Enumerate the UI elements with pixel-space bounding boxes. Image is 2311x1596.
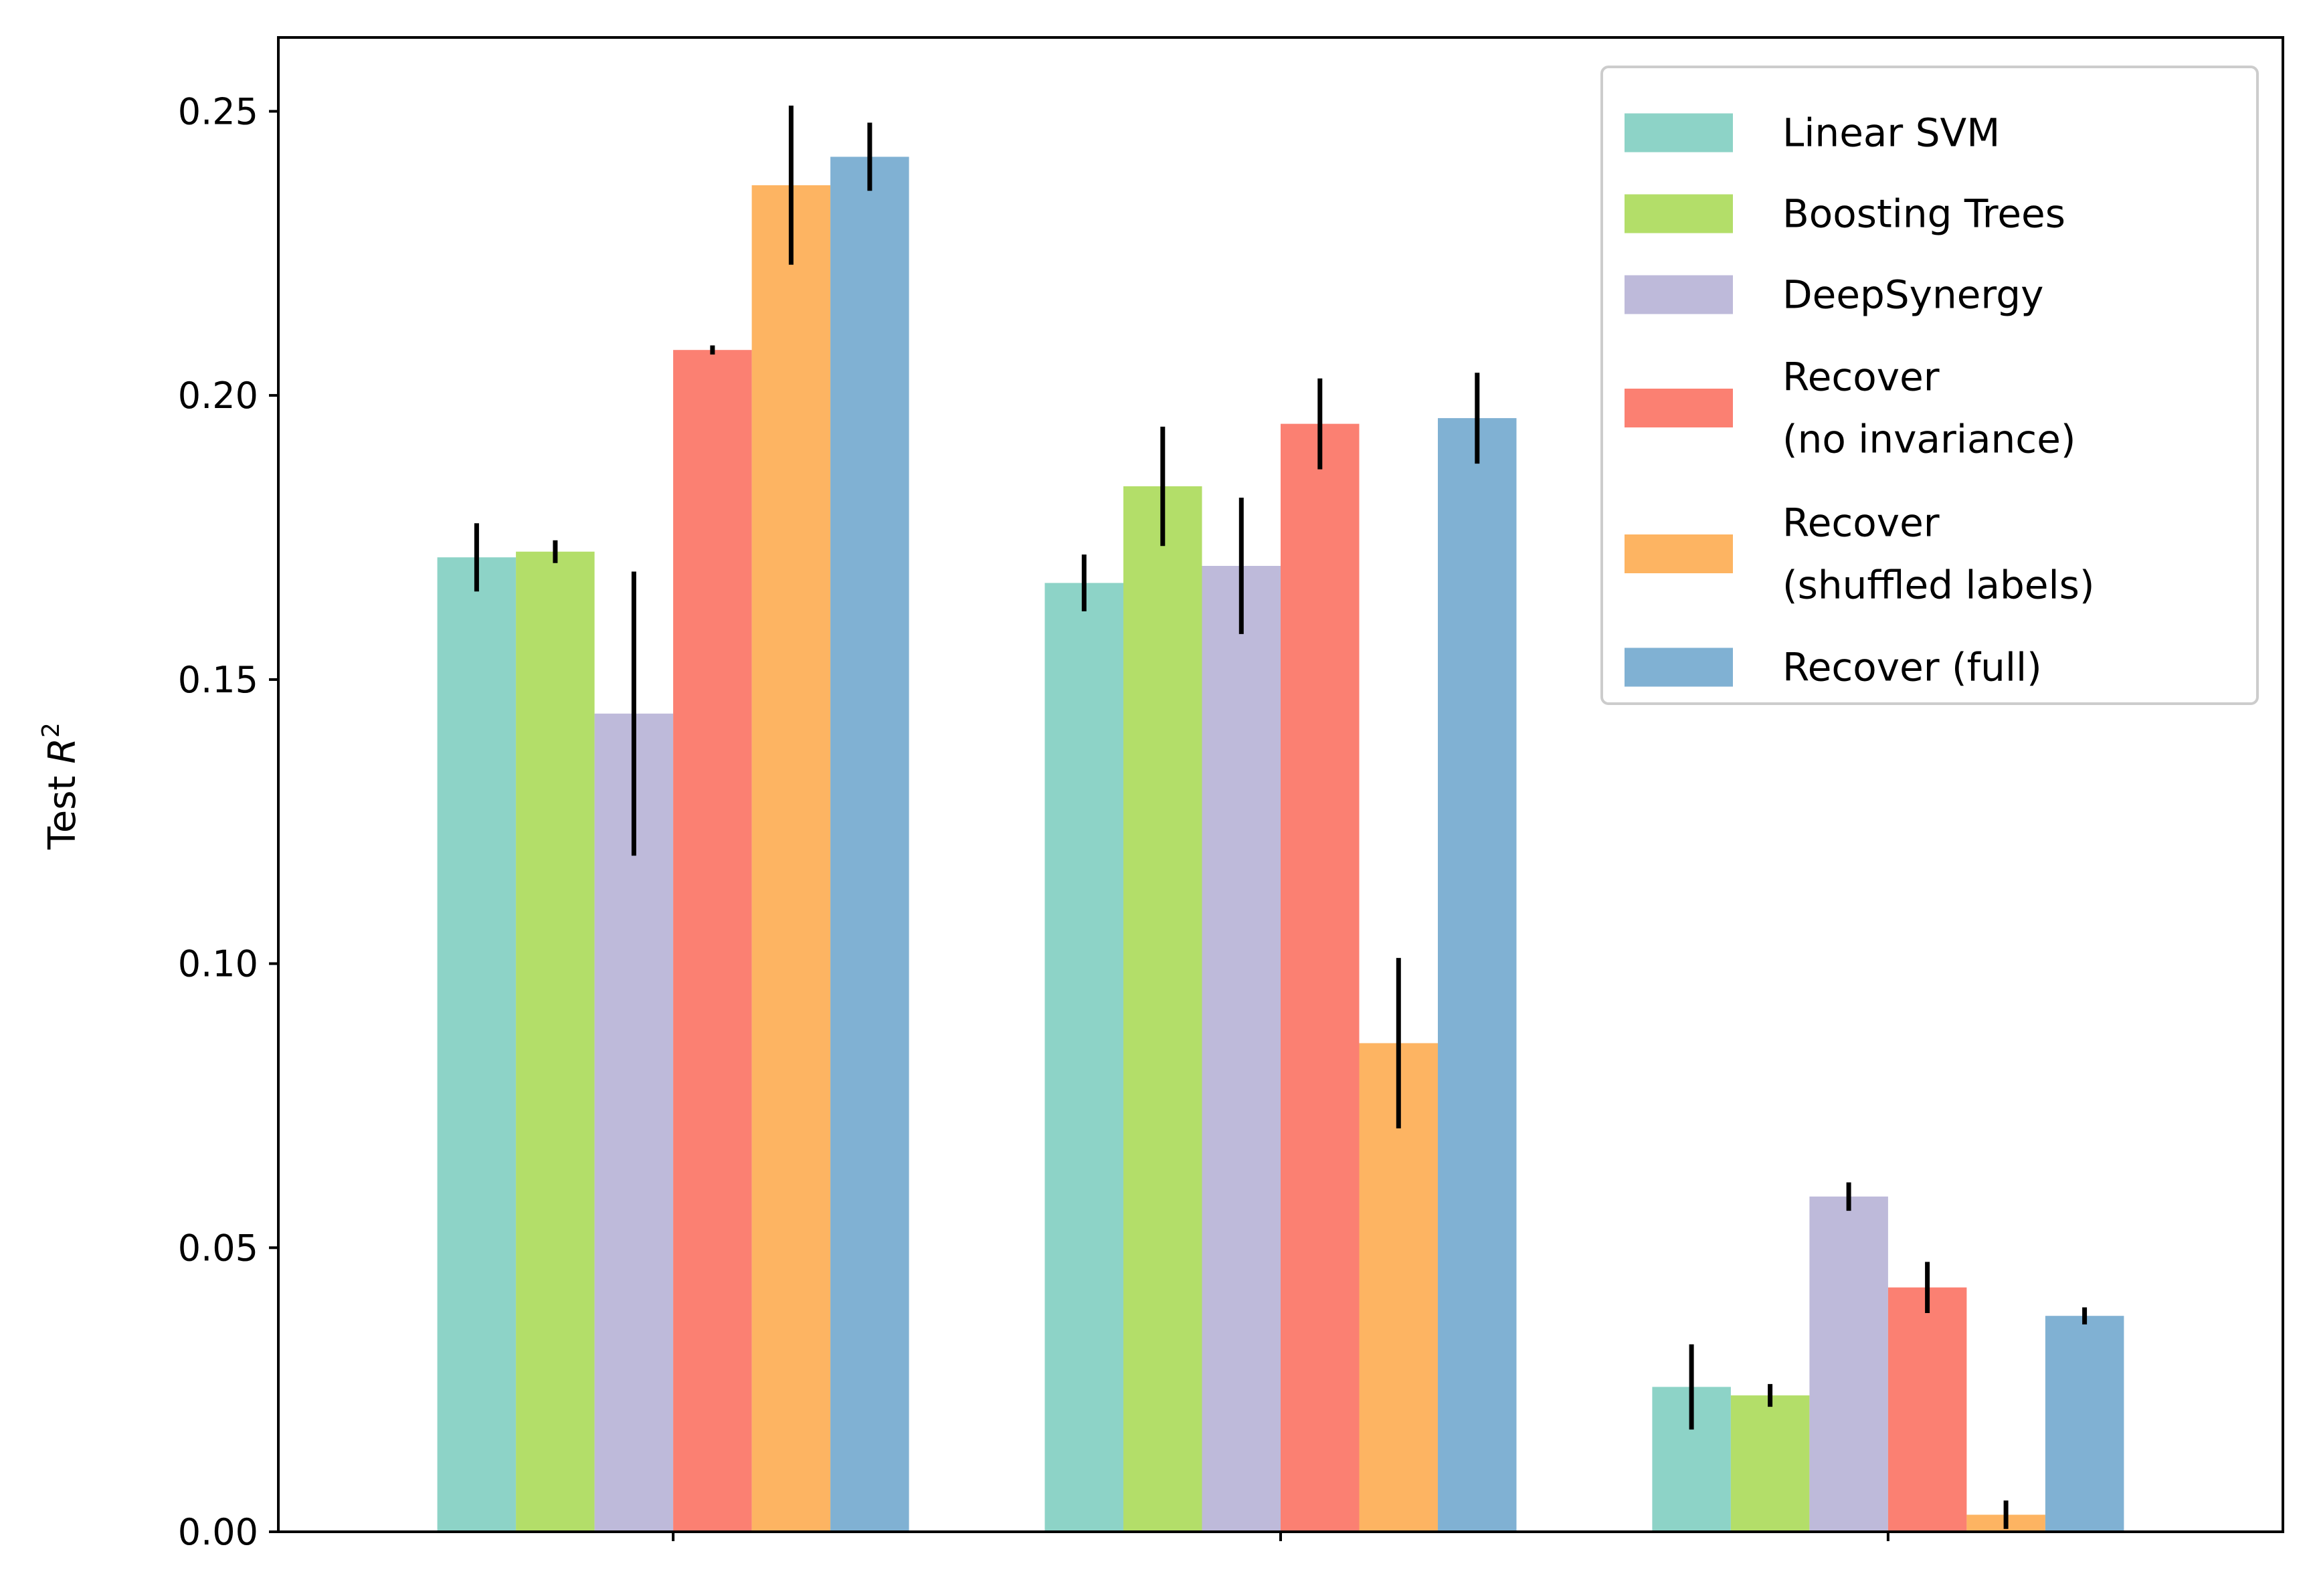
y-tick-label: 0.20 xyxy=(178,375,258,417)
bar xyxy=(1281,423,1360,1532)
legend-swatch xyxy=(1625,194,1733,233)
legend-swatch xyxy=(1625,534,1733,573)
legend: Linear SVM Boosting Trees DeepSynergy Recov… xyxy=(1600,66,2259,705)
legend-label: Recover xyxy=(1782,500,1940,546)
y-axis-label-superscript: 2 xyxy=(37,722,65,738)
y-tick-label: 0.10 xyxy=(178,943,258,985)
legend-label: (shuffled labels) xyxy=(1782,563,2095,608)
legend-label: Recover (full) xyxy=(1782,645,2042,690)
x-axis xyxy=(672,1532,1889,1541)
bar xyxy=(516,551,595,1532)
y-tick-label: 0.25 xyxy=(178,90,258,132)
y-tick-label: 0.05 xyxy=(178,1227,258,1269)
legend-label: Boosting Trees xyxy=(1782,191,2065,237)
bar xyxy=(1887,1287,1967,1532)
legend-swatch xyxy=(1625,275,1733,314)
bar xyxy=(751,185,831,1532)
bar xyxy=(830,157,909,1532)
legend-label: (no invariance) xyxy=(1782,417,2076,462)
y-axis: 0.00 0.05 0.10 0.15 0.20 0.25 xyxy=(178,90,278,1553)
bar xyxy=(1730,1395,1810,1532)
bar xyxy=(1044,583,1123,1532)
legend-swatch xyxy=(1625,647,1733,687)
legend-swatch xyxy=(1625,113,1733,153)
y-tick-label: 0.15 xyxy=(178,659,258,701)
legend-label: DeepSynergy xyxy=(1782,272,2043,318)
legend-label: Recover xyxy=(1782,355,1940,400)
bar xyxy=(437,557,517,1532)
legend-label: Linear SVM xyxy=(1782,110,2000,156)
bar xyxy=(1438,418,1517,1532)
y-axis-label: Test R2 xyxy=(37,722,84,850)
bars-layer xyxy=(437,157,2124,1532)
error-bars-layer xyxy=(474,105,2088,1529)
bar xyxy=(673,350,752,1532)
legend-box xyxy=(1600,66,2259,705)
bar xyxy=(2045,1316,2124,1532)
y-axis-label-symbol: R xyxy=(41,738,84,764)
bar xyxy=(1123,486,1202,1532)
bar xyxy=(1809,1196,1888,1532)
bar xyxy=(1202,566,1281,1532)
y-tick-label: 0.00 xyxy=(178,1511,258,1553)
y-axis-label-prefix: Test xyxy=(41,764,84,850)
legend-swatch xyxy=(1625,389,1733,427)
